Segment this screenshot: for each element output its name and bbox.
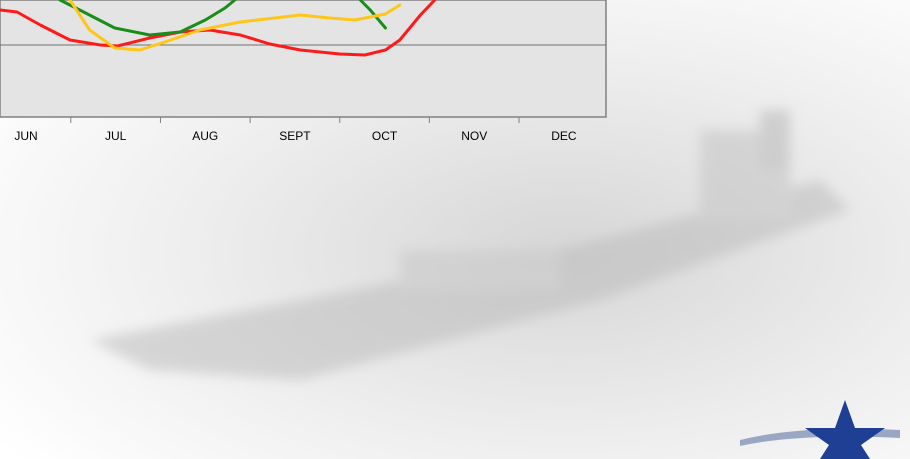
- plot-area: [0, 0, 607, 118]
- line-series: [58, 0, 387, 37]
- line-series: [68, 0, 402, 52]
- x-tick-label: JUL: [105, 129, 127, 143]
- x-tick-label: DEC: [551, 129, 577, 143]
- x-tick-label: AUG: [192, 129, 218, 143]
- ship-image: [90, 110, 850, 380]
- line-series: [0, 0, 437, 57]
- x-tick-label: JUN: [14, 129, 37, 143]
- series-group: [0, 0, 437, 57]
- x-tick-label: OCT: [372, 129, 398, 143]
- plot: JUN JUL AUG SEPT OCT NOV DEC: [0, 0, 606, 143]
- x-tick-label: NOV: [461, 129, 487, 143]
- x-tick-label: SEPT: [279, 129, 311, 143]
- logo: [740, 400, 900, 459]
